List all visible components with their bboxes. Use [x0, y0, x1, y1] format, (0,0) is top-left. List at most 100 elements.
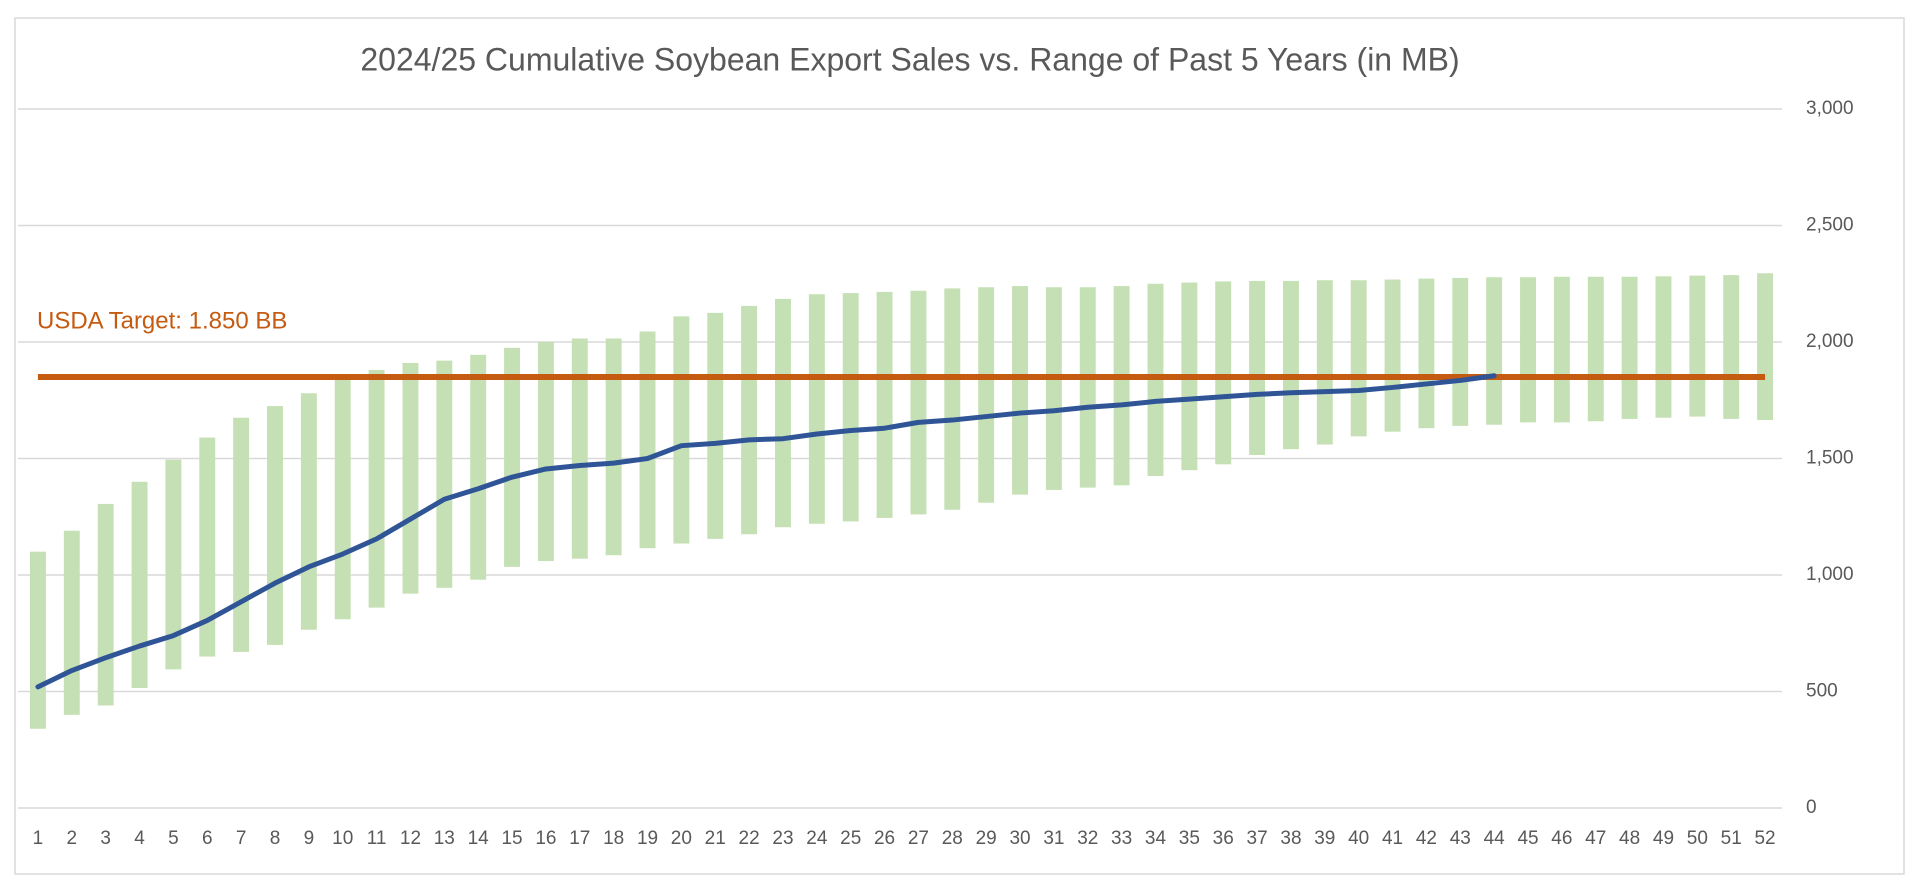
x-tick-label: 20 — [671, 828, 692, 849]
x-tick-label: 36 — [1213, 828, 1234, 849]
range-bar — [876, 291, 893, 518]
range-bar — [436, 360, 453, 588]
range-bar — [1012, 286, 1028, 495]
x-tick-label: 13 — [434, 828, 455, 849]
y-tick-label: 1,000 — [1806, 564, 1854, 585]
x-tick-label: 50 — [1687, 828, 1708, 849]
range-bar — [368, 369, 385, 608]
range-bar — [944, 288, 961, 510]
x-tick-label: 49 — [1653, 828, 1674, 849]
x-tick-label: 30 — [1009, 828, 1030, 849]
x-tick-label: 7 — [236, 828, 247, 849]
range-bar — [1249, 280, 1266, 456]
range-bar — [1418, 278, 1435, 429]
range-bar — [1079, 287, 1096, 488]
x-tick-label: 18 — [603, 828, 624, 849]
y-tick-label: 2,500 — [1806, 215, 1854, 236]
x-tick-label: 52 — [1754, 828, 1775, 849]
x-tick-label: 31 — [1043, 828, 1064, 849]
range-bar — [1384, 279, 1401, 432]
target-label: USDA Target: 1.850 BB — [37, 307, 287, 334]
range-bar — [1553, 276, 1570, 423]
y-tick-label: 0 — [1806, 797, 1817, 818]
x-tick-label: 4 — [134, 828, 145, 849]
y-tick-label: 3,000 — [1806, 98, 1854, 119]
range-bar — [1587, 276, 1604, 422]
x-tick-label: 21 — [705, 828, 726, 849]
range-bar — [707, 312, 724, 539]
range-bar — [1350, 280, 1367, 437]
x-tick-label: 35 — [1179, 828, 1200, 849]
range-bar — [1113, 286, 1130, 486]
x-tick-label: 9 — [304, 828, 315, 849]
x-tick-label: 19 — [637, 828, 658, 849]
x-tick-label: 5 — [168, 828, 179, 849]
x-tick-label: 33 — [1111, 828, 1132, 849]
range-bar — [233, 417, 250, 652]
range-bar — [402, 362, 419, 594]
y-tick-label: 2,000 — [1806, 331, 1854, 352]
x-tick-label: 14 — [468, 828, 490, 849]
x-tick-label: 22 — [739, 828, 760, 849]
range-bar — [29, 551, 46, 729]
range-bar — [97, 503, 114, 706]
range-bar — [605, 338, 622, 556]
range-bar — [978, 287, 995, 503]
range-bar — [1621, 276, 1638, 419]
range-bar — [639, 331, 656, 549]
x-tick-label: 10 — [332, 828, 353, 849]
y-tick-label: 500 — [1806, 681, 1838, 702]
x-tick-label: 3 — [100, 828, 111, 849]
x-tick-label: 6 — [202, 828, 213, 849]
range-bar — [571, 338, 588, 559]
x-tick-label: 42 — [1416, 828, 1437, 849]
range-bar — [910, 290, 927, 515]
x-tick-label: 43 — [1450, 828, 1471, 849]
x-tick-label: 11 — [367, 828, 387, 849]
x-tick-label: 27 — [908, 828, 929, 849]
x-tick-label: 17 — [569, 828, 590, 849]
range-bar — [1723, 275, 1740, 419]
range-bar — [741, 305, 758, 535]
x-tick-label: 44 — [1484, 828, 1506, 849]
chart-title: 2024/25 Cumulative Soybean Export Sales … — [360, 41, 1459, 77]
range-bar — [1452, 277, 1469, 426]
range-bar — [1520, 277, 1536, 423]
x-tick-label: 23 — [772, 828, 793, 849]
range-bar — [300, 393, 317, 630]
range-bar — [537, 342, 554, 562]
x-tick-label: 38 — [1280, 828, 1301, 849]
x-tick-label: 34 — [1145, 828, 1167, 849]
x-tick-label: 28 — [942, 828, 963, 849]
x-tick-label: 29 — [976, 828, 997, 849]
x-tick-label: 26 — [874, 828, 895, 849]
range-bar — [334, 379, 351, 620]
range-bar — [267, 406, 283, 645]
range-bar — [673, 316, 690, 544]
x-tick-label: 15 — [501, 828, 522, 849]
range-bar — [1316, 280, 1333, 445]
x-tick-label: 39 — [1314, 828, 1335, 849]
x-tick-label: 45 — [1517, 828, 1538, 849]
x-tick-label: 1 — [33, 828, 44, 849]
x-tick-label: 16 — [535, 828, 556, 849]
x-tick-label: 2 — [67, 828, 78, 849]
x-tick-label: 41 — [1382, 828, 1403, 849]
range-bar — [775, 298, 791, 528]
export-line — [35, 373, 1497, 690]
x-tick-label: 51 — [1721, 828, 1742, 849]
range-bar — [504, 347, 521, 567]
range-bar — [470, 354, 487, 580]
x-tick-label: 25 — [840, 828, 861, 849]
range-bar — [199, 437, 216, 657]
range-bar — [1486, 277, 1503, 425]
range-bar — [842, 293, 859, 522]
x-tick-label: 37 — [1247, 828, 1268, 849]
range-bar — [1757, 273, 1774, 421]
range-bar — [1045, 287, 1062, 490]
range-bar — [63, 530, 80, 715]
x-tick-label: 46 — [1551, 828, 1572, 849]
x-tick-label: 48 — [1619, 828, 1640, 849]
x-tick-label: 47 — [1585, 828, 1606, 849]
x-tick-label: 8 — [270, 828, 281, 849]
